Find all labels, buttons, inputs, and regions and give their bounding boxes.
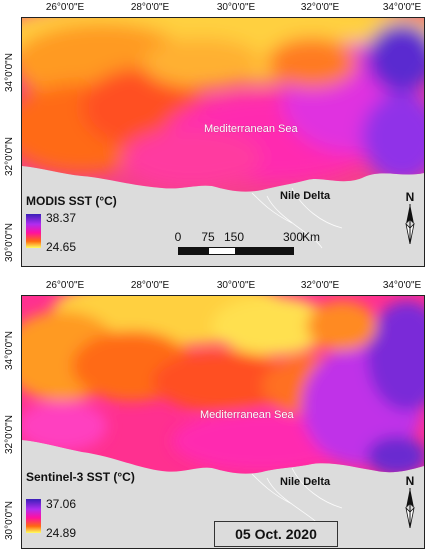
scale-segment: [208, 247, 236, 255]
scale-label: 0: [174, 230, 182, 244]
sentinel3-sst-map-panel: 26°0'0"E 28°0'0"E 30°0'0"E 32°0'0"E 34°0…: [0, 278, 432, 550]
sea-label: Mediterranean Sea: [204, 123, 298, 135]
longitude-tick: 28°0'0"E: [130, 280, 170, 291]
longitude-tick: 34°0'0"E: [382, 2, 422, 13]
map-frame[interactable]: Mediterranean Sea Nile Delta MODIS SST (…: [21, 17, 425, 267]
modis-sst-map-panel: 26°0'0"E 28°0'0"E 30°0'0"E 32°0'0"E 34°0…: [0, 0, 432, 270]
legend-title: Sentinel-3 SST (°C): [26, 470, 135, 484]
north-arrow-icon: N: [399, 474, 421, 530]
sst-raster: [22, 296, 424, 548]
latitude-tick: 34°0'0"N: [4, 331, 15, 370]
place-label: Nile Delta: [280, 190, 331, 202]
scale-label: 150: [223, 230, 245, 244]
longitude-tick: 26°0'0"E: [45, 280, 85, 291]
legend-max: 38.37: [46, 211, 77, 225]
legend-title: MODIS SST (°C): [26, 194, 117, 208]
legend-min: 24.89: [46, 526, 77, 540]
scale-segment: [178, 247, 208, 255]
scale-unit: Km: [302, 230, 320, 244]
scale-label: 300: [282, 230, 304, 244]
sst-raster: [22, 18, 424, 266]
north-arrow-icon: N: [399, 190, 421, 246]
north-label: N: [405, 190, 415, 204]
longitude-tick: 34°0'0"E: [382, 280, 422, 291]
latitude-tick: 32°0'0"N: [4, 415, 15, 454]
latitude-tick: 30°0'0"N: [4, 223, 15, 262]
north-label: N: [405, 474, 415, 488]
color-ramp: [26, 214, 41, 248]
longitude-tick: 30°0'0"E: [216, 280, 256, 291]
longitude-tick: 30°0'0"E: [216, 2, 256, 13]
scale-bar: 0 75 150 300 Km: [174, 230, 336, 260]
scale-segment: [236, 247, 294, 255]
color-ramp: [26, 499, 41, 533]
longitude-tick: 32°0'0"E: [300, 2, 340, 13]
scale-label: 75: [201, 230, 215, 244]
longitude-tick: 26°0'0"E: [45, 2, 85, 13]
legend-max: 37.06: [46, 497, 77, 511]
latitude-tick: 32°0'0"N: [4, 137, 15, 176]
place-label: Nile Delta: [280, 476, 331, 488]
latitude-tick: 30°0'0"N: [4, 501, 15, 540]
longitude-tick: 32°0'0"E: [300, 280, 340, 291]
sea-label: Mediterranean Sea: [200, 409, 294, 421]
date-label: 05 Oct. 2020: [214, 521, 338, 547]
latitude-tick: 34°0'0"N: [4, 53, 15, 92]
map-frame[interactable]: Mediterranean Sea Nile Delta Sentinel-3 …: [21, 295, 425, 549]
legend-min: 24.65: [46, 240, 77, 254]
longitude-tick: 28°0'0"E: [130, 2, 170, 13]
